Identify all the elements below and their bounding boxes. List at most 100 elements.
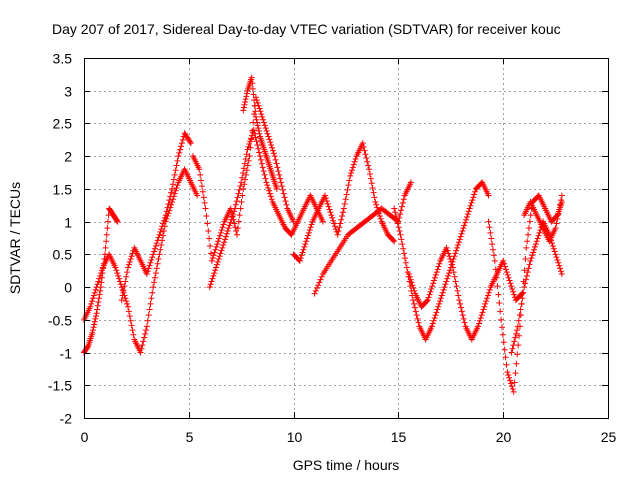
data-point [522,276,529,283]
data-point [398,236,405,243]
satellite-track-10 [405,244,526,343]
data-point [249,80,256,87]
y-tick-label: -2 [60,411,73,427]
data-point [203,213,210,220]
data-point [528,255,535,262]
data-point [312,287,319,294]
data-point [485,218,492,225]
data-point [257,156,264,163]
data-point [145,265,152,272]
data-point [350,161,357,168]
data-point [143,271,150,277]
data-point [322,192,329,199]
data-point [522,280,529,287]
satellite-track-7 [290,140,398,264]
y-tick-label: 0 [64,280,72,296]
data-point [194,192,201,199]
data-point [523,244,530,251]
data-point [215,238,222,245]
y-tick-label: 3.5 [53,51,73,67]
data-point [96,291,103,298]
data-point [439,289,446,296]
data-point [401,250,408,257]
data-point [348,170,355,177]
data-point [491,257,498,264]
data-point [510,388,517,395]
data-point [521,284,528,291]
data-point [496,299,503,306]
data-point [505,274,512,281]
data-point [233,198,240,205]
data-point [230,211,237,218]
data-point [140,338,147,345]
data-point [249,85,256,92]
data-point [400,196,407,203]
data-point [490,252,497,259]
data-point [408,279,415,286]
data-point [456,236,463,243]
data-point [228,216,235,223]
data-point [89,327,96,334]
data-point [141,334,148,341]
data-point [461,319,468,326]
data-point [236,186,243,193]
data-point [414,315,421,322]
data-point [178,140,185,147]
chart-title: Day 207 of 2017, Sidereal Day-to-day VTE… [52,21,561,37]
y-tick-label: 2 [64,149,72,165]
data-point [98,274,105,281]
data-point [125,264,132,271]
data-point [156,251,163,258]
data-point [240,165,247,172]
data-point [413,312,420,319]
data-point [239,170,246,177]
data-point [215,256,222,263]
data-point [116,275,123,282]
data-point [451,253,458,260]
data-point [231,220,238,227]
data-point [155,256,162,263]
data-point [551,248,558,255]
data-point [147,300,154,307]
data-point [92,315,99,322]
plot-frame [84,58,609,419]
data-point [531,243,538,250]
data-point [196,166,203,173]
data-point [431,277,438,284]
data-point [364,158,371,165]
data-point [446,270,453,277]
data-point [493,274,500,281]
data-point [179,136,186,143]
data-point [257,108,264,115]
data-point [219,224,226,231]
data-point [510,288,517,295]
data-point [95,299,102,306]
data-point [501,263,508,270]
data-point [394,220,401,227]
data-point [167,193,174,200]
data-point [335,227,342,234]
data-point [526,218,533,225]
data-point [514,351,521,358]
data-point [266,190,273,197]
data-point [217,229,224,236]
data-point [367,175,374,182]
data-point [148,295,155,302]
data-point [114,218,121,225]
data-point [555,211,562,218]
data-point [200,194,207,201]
data-point [269,147,276,154]
data-point [216,235,223,242]
data-point [176,149,183,156]
data-point [411,287,418,294]
data-point [253,138,260,145]
data-point [511,338,518,345]
data-point [558,271,565,277]
data-point [532,241,539,248]
data-point [146,306,153,313]
data-point [366,170,373,177]
data-point [272,156,279,163]
data-point [243,90,250,97]
data-point [154,260,161,267]
data-point [412,308,419,315]
